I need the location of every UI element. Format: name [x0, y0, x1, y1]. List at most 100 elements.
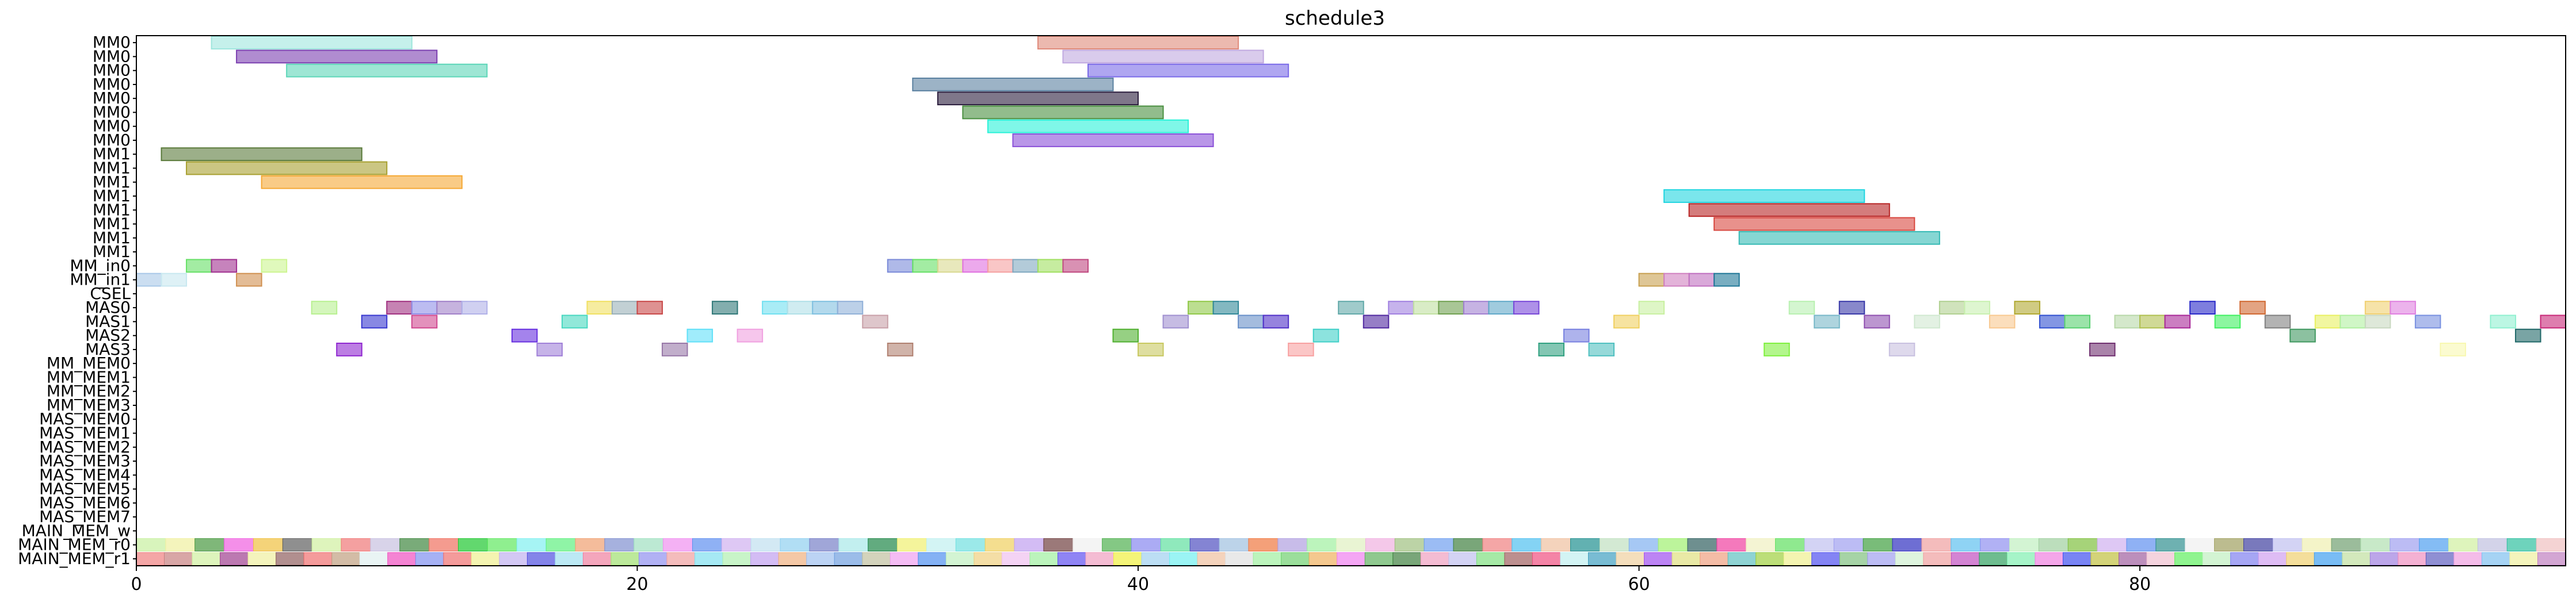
- task-bar: [2414, 314, 2441, 329]
- memory-bar: [458, 538, 488, 552]
- task-bar: [286, 63, 488, 78]
- memory-bar: [1863, 538, 1893, 552]
- y-tick-label: MAS1: [85, 312, 131, 331]
- task-bar: [1388, 301, 1414, 315]
- memory-bar: [1448, 552, 1477, 566]
- memory-bar: [926, 538, 956, 552]
- task-bar: [787, 301, 814, 315]
- task-bar: [987, 119, 1189, 133]
- task-bar: [987, 259, 1014, 273]
- task-bar: [2264, 314, 2291, 329]
- task-bar: [662, 343, 688, 356]
- x-axis-ticks: 0 20 40 60 80: [131, 566, 2151, 595]
- y-tick-label: MM0: [93, 131, 131, 149]
- memory-bar: [1570, 538, 1600, 552]
- memory-bar: [2286, 552, 2315, 566]
- memory-bar: [834, 552, 863, 566]
- task-bar: [1513, 301, 1540, 315]
- y-tick-label: MM1: [93, 228, 131, 247]
- task-bar: [1162, 314, 1189, 329]
- memory-bar: [341, 538, 371, 552]
- memory-bar: [1365, 538, 1395, 552]
- memory-bar: [1219, 538, 1249, 552]
- memory-bar: [1671, 552, 1701, 566]
- task-bar: [1538, 343, 1564, 356]
- task-bar: [2490, 314, 2516, 329]
- y-tick-label: MAIN_MEM_r0: [18, 535, 131, 554]
- task-bar: [1864, 314, 1890, 329]
- memory-bar: [1658, 538, 1688, 552]
- memory-bar: [1687, 538, 1718, 552]
- memory-bar: [192, 552, 221, 566]
- memory-bar: [2419, 538, 2449, 552]
- memory-bar: [1189, 538, 1220, 552]
- task-bar: [1138, 343, 1164, 356]
- memory-bar: [1057, 552, 1086, 566]
- task-bar: [536, 343, 563, 356]
- memory-bar: [1336, 538, 1366, 552]
- y-tick-label: MM0: [93, 75, 131, 94]
- memory-bar: [666, 552, 696, 566]
- memory-bar: [1001, 552, 1031, 566]
- task-bar: [2440, 343, 2466, 356]
- task-bar: [2314, 314, 2341, 329]
- task-bar: [1288, 343, 1314, 356]
- memory-bar: [2536, 538, 2566, 552]
- task-bar: [1638, 273, 1665, 287]
- memory-bar: [862, 552, 891, 566]
- task-bar: [2039, 314, 2066, 329]
- memory-bar: [1921, 538, 1952, 552]
- memory-bar: [1281, 552, 1310, 566]
- task-bar: [2390, 301, 2416, 315]
- memory-bar: [780, 538, 810, 552]
- task-bar: [436, 301, 463, 315]
- y-tick-label: MM0: [93, 61, 131, 80]
- task-bar: [2364, 314, 2391, 329]
- memory-bar: [1867, 552, 1896, 566]
- task-bar: [611, 301, 638, 315]
- task-bar: [1788, 301, 1815, 315]
- task-bar: [812, 301, 838, 315]
- memory-bar: [1644, 552, 1673, 566]
- memory-bar: [2155, 538, 2186, 552]
- memory-bar: [1029, 552, 1058, 566]
- memory-bar: [194, 538, 225, 552]
- task-bar: [2189, 301, 2216, 315]
- memory-bar: [2342, 552, 2371, 566]
- task-bar: [261, 175, 463, 189]
- memory-bar: [136, 538, 166, 552]
- task-bar: [1713, 273, 1740, 287]
- task-bar: [962, 105, 1164, 120]
- memory-bar: [1308, 552, 1338, 566]
- y-tick-label: MAS_MEM6: [39, 493, 131, 512]
- memory-bar: [575, 538, 605, 552]
- task-bar: [1638, 301, 1665, 315]
- memory-bar: [1424, 538, 1454, 552]
- task-bar: [1212, 301, 1239, 315]
- memory-bar: [1616, 552, 1645, 566]
- y-tick-label: MM_in1: [70, 270, 131, 289]
- task-bar: [887, 259, 914, 273]
- task-bar: [1488, 301, 1514, 315]
- memory-bar: [1512, 538, 1542, 552]
- y-tick-label: MM1: [93, 242, 131, 261]
- memory-bar: [868, 538, 898, 552]
- memory-bar: [2174, 552, 2203, 566]
- memory-bar: [1541, 538, 1571, 552]
- memory-bar: [639, 552, 667, 566]
- task-bar: [1713, 217, 1915, 231]
- task-bar: [1613, 314, 1640, 329]
- memory-bar: [2369, 552, 2399, 566]
- task-bar: [1588, 343, 1615, 356]
- task-bar: [2164, 314, 2191, 329]
- task-bar: [736, 328, 764, 343]
- memory-bar: [415, 552, 444, 566]
- memory-bar: [1277, 538, 1308, 552]
- memory-bar: [2509, 552, 2538, 566]
- task-bar: [2540, 314, 2566, 329]
- memory-bar: [2185, 538, 2215, 552]
- task-bar: [2139, 314, 2166, 329]
- task-bar: [1262, 314, 1289, 329]
- memory-bar: [276, 552, 304, 566]
- memory-bar: [165, 538, 196, 552]
